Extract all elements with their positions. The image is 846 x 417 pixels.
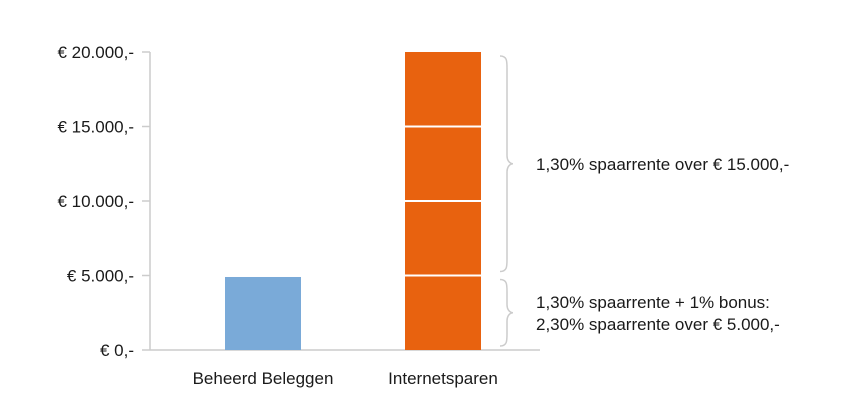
x-category-label: Internetsparen [388,369,498,388]
y-tick-label: € 5.000,- [67,267,134,286]
bar-beheerd-beleggen [225,276,301,350]
brace-upper [499,55,514,273]
brace-lower [499,278,514,347]
annotation-text: 1,30% spaarrente over € 15.000,- [536,155,789,174]
y-tick-label: € 10.000,- [57,192,134,211]
annotation-text: 1,30% spaarrente + 1% bonus: [536,293,770,312]
y-tick-label: € 0,- [100,341,134,360]
y-tick-label: € 15.000,- [57,118,134,137]
y-tick-label: € 20.000,- [57,43,134,62]
annotation-text: 2,30% spaarrente over € 5.000,- [536,315,780,334]
x-category-label: Beheerd Beleggen [193,369,334,388]
